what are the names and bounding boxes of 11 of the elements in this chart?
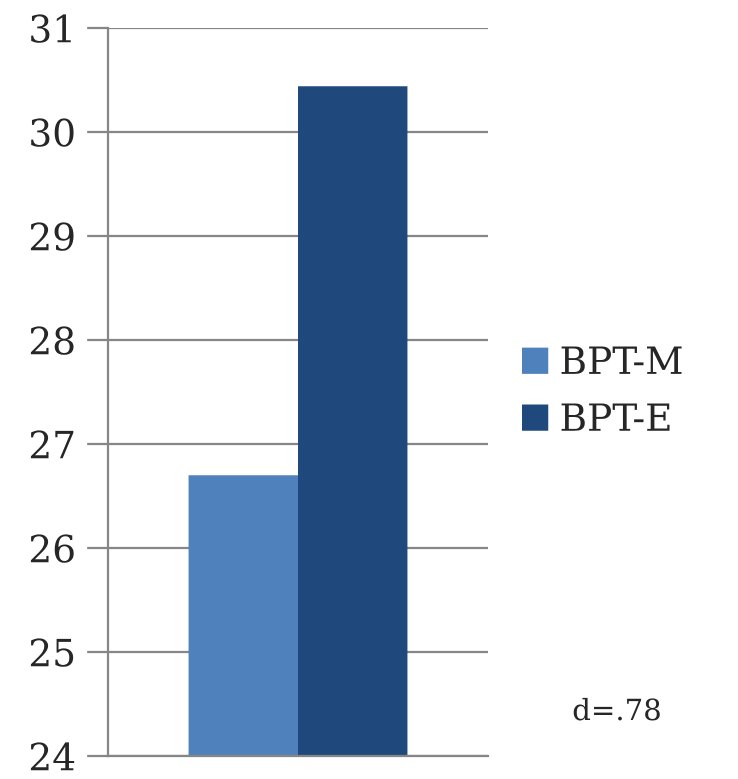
- y-tick-label: 26: [30, 534, 74, 563]
- legend-label: BPT-M: [562, 346, 682, 374]
- y-tick-label: 27: [30, 430, 74, 458]
- y-tick-label: 30: [31, 118, 74, 147]
- legend-label: BPT-E: [562, 403, 670, 431]
- y-tick-label: 25: [30, 638, 74, 667]
- y-tick-label: 29: [30, 222, 74, 251]
- text: d=.78: [574, 698, 660, 720]
- y-tick-label: 31: [31, 14, 71, 43]
- y-tick-label: 24: [30, 742, 74, 770]
- y-tick-label: 28: [30, 326, 74, 355]
